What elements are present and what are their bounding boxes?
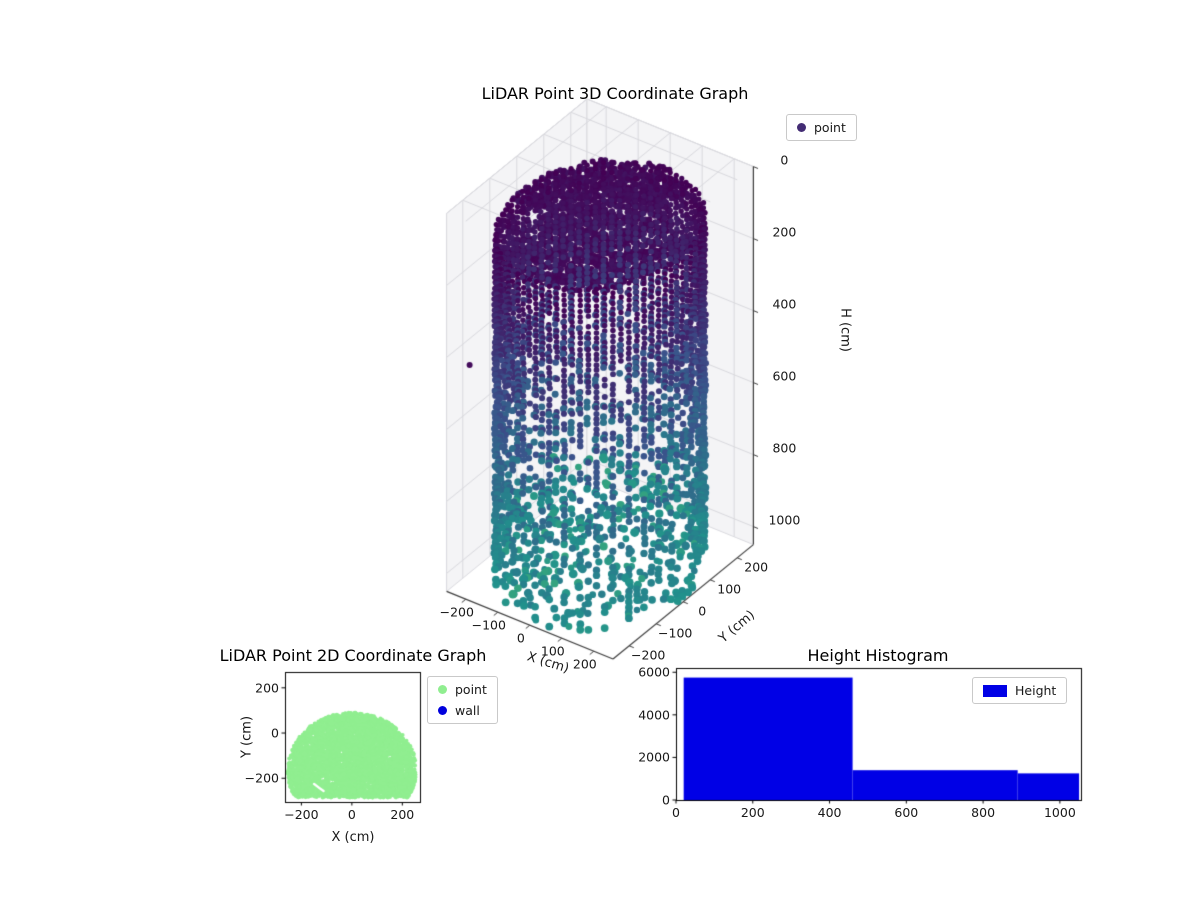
plot3d-z-tick-label: 600 xyxy=(772,368,797,384)
point-marker-icon xyxy=(438,685,447,694)
plot2d-legend-item-point: point xyxy=(438,682,487,697)
plot3d-legend-label-point: point xyxy=(814,120,846,135)
plot3d-x-tick-label: −100 xyxy=(471,617,506,633)
plot3d-title: LiDAR Point 3D Coordinate Graph xyxy=(481,84,749,103)
histogram-title: Height Histogram xyxy=(807,646,949,665)
plot3d-legend-item-point: point xyxy=(797,120,846,135)
plot2d-y-tick-label: −200 xyxy=(244,770,279,786)
plot2d-x-tick-label: −200 xyxy=(284,807,319,822)
plot3d-z-tick-label: 0 xyxy=(780,152,789,168)
plot2d-legend-item-wall: wall xyxy=(438,703,487,718)
plot3d-x-tick-label: 200 xyxy=(572,656,597,672)
plot2d-x-tick-label: 0 xyxy=(347,807,356,822)
plot3d-z-axis-label: H (cm) xyxy=(837,308,853,352)
plot3d-y-tick-label: −100 xyxy=(658,625,693,641)
wall-marker-icon xyxy=(438,706,447,715)
plot2d-y-axis-label: Y (cm) xyxy=(239,715,255,759)
plot3d-y-tick-label: 0 xyxy=(698,603,707,619)
plot3d-x-tick-label: 0 xyxy=(516,630,525,646)
histogram-x-tick-label: 600 xyxy=(894,805,919,820)
plot3d-z-tick-label: 400 xyxy=(772,296,797,312)
histogram-x-tick-label: 800 xyxy=(971,805,996,820)
histogram-legend: Height xyxy=(972,677,1068,704)
histogram-y-tick-label: 0 xyxy=(662,792,670,808)
histogram-y-tick-label: 6000 xyxy=(638,664,670,680)
point-marker-icon xyxy=(797,123,806,132)
height-swatch-icon xyxy=(983,684,1007,697)
histogram-y-tick-label: 4000 xyxy=(638,707,670,723)
plot3d-z-tick-label: 1000 xyxy=(768,512,801,528)
plot2d-legend: point wall xyxy=(427,676,498,724)
plot2d-x-tick-label: 200 xyxy=(390,807,415,822)
plot2d-y-tick-label: 200 xyxy=(255,680,279,696)
histogram-legend-item-height: Height xyxy=(983,683,1056,698)
plot3d-y-tick-label: 100 xyxy=(717,581,742,597)
plot3d-z-tick-label: 800 xyxy=(772,440,797,456)
plot2d-legend-label-wall: wall xyxy=(455,703,480,718)
plot3d-y-tick-label: 200 xyxy=(744,559,769,575)
plot2d-title: LiDAR Point 2D Coordinate Graph xyxy=(219,646,487,665)
histogram-legend-label-height: Height xyxy=(1015,683,1057,698)
plot3d-legend: point xyxy=(786,114,857,141)
plot3d-y-tick-label: −200 xyxy=(631,647,666,663)
plot2d-x-axis-label: X (cm) xyxy=(331,830,375,845)
histogram-y-tick-label: 2000 xyxy=(638,749,670,765)
plot2d-legend-label-point: point xyxy=(455,682,487,697)
histogram-x-tick-label: 0 xyxy=(672,805,680,820)
plot3d-x-tick-label: 100 xyxy=(540,643,565,659)
plot3d-z-tick-label: 200 xyxy=(772,224,797,240)
histogram-x-tick-label: 400 xyxy=(817,805,842,820)
plot2d-y-tick-label: 0 xyxy=(271,725,279,741)
plot3d-x-tick-label: −200 xyxy=(439,604,474,620)
histogram-x-tick-label: 1000 xyxy=(1043,805,1076,820)
histogram-x-tick-label: 200 xyxy=(740,805,765,820)
